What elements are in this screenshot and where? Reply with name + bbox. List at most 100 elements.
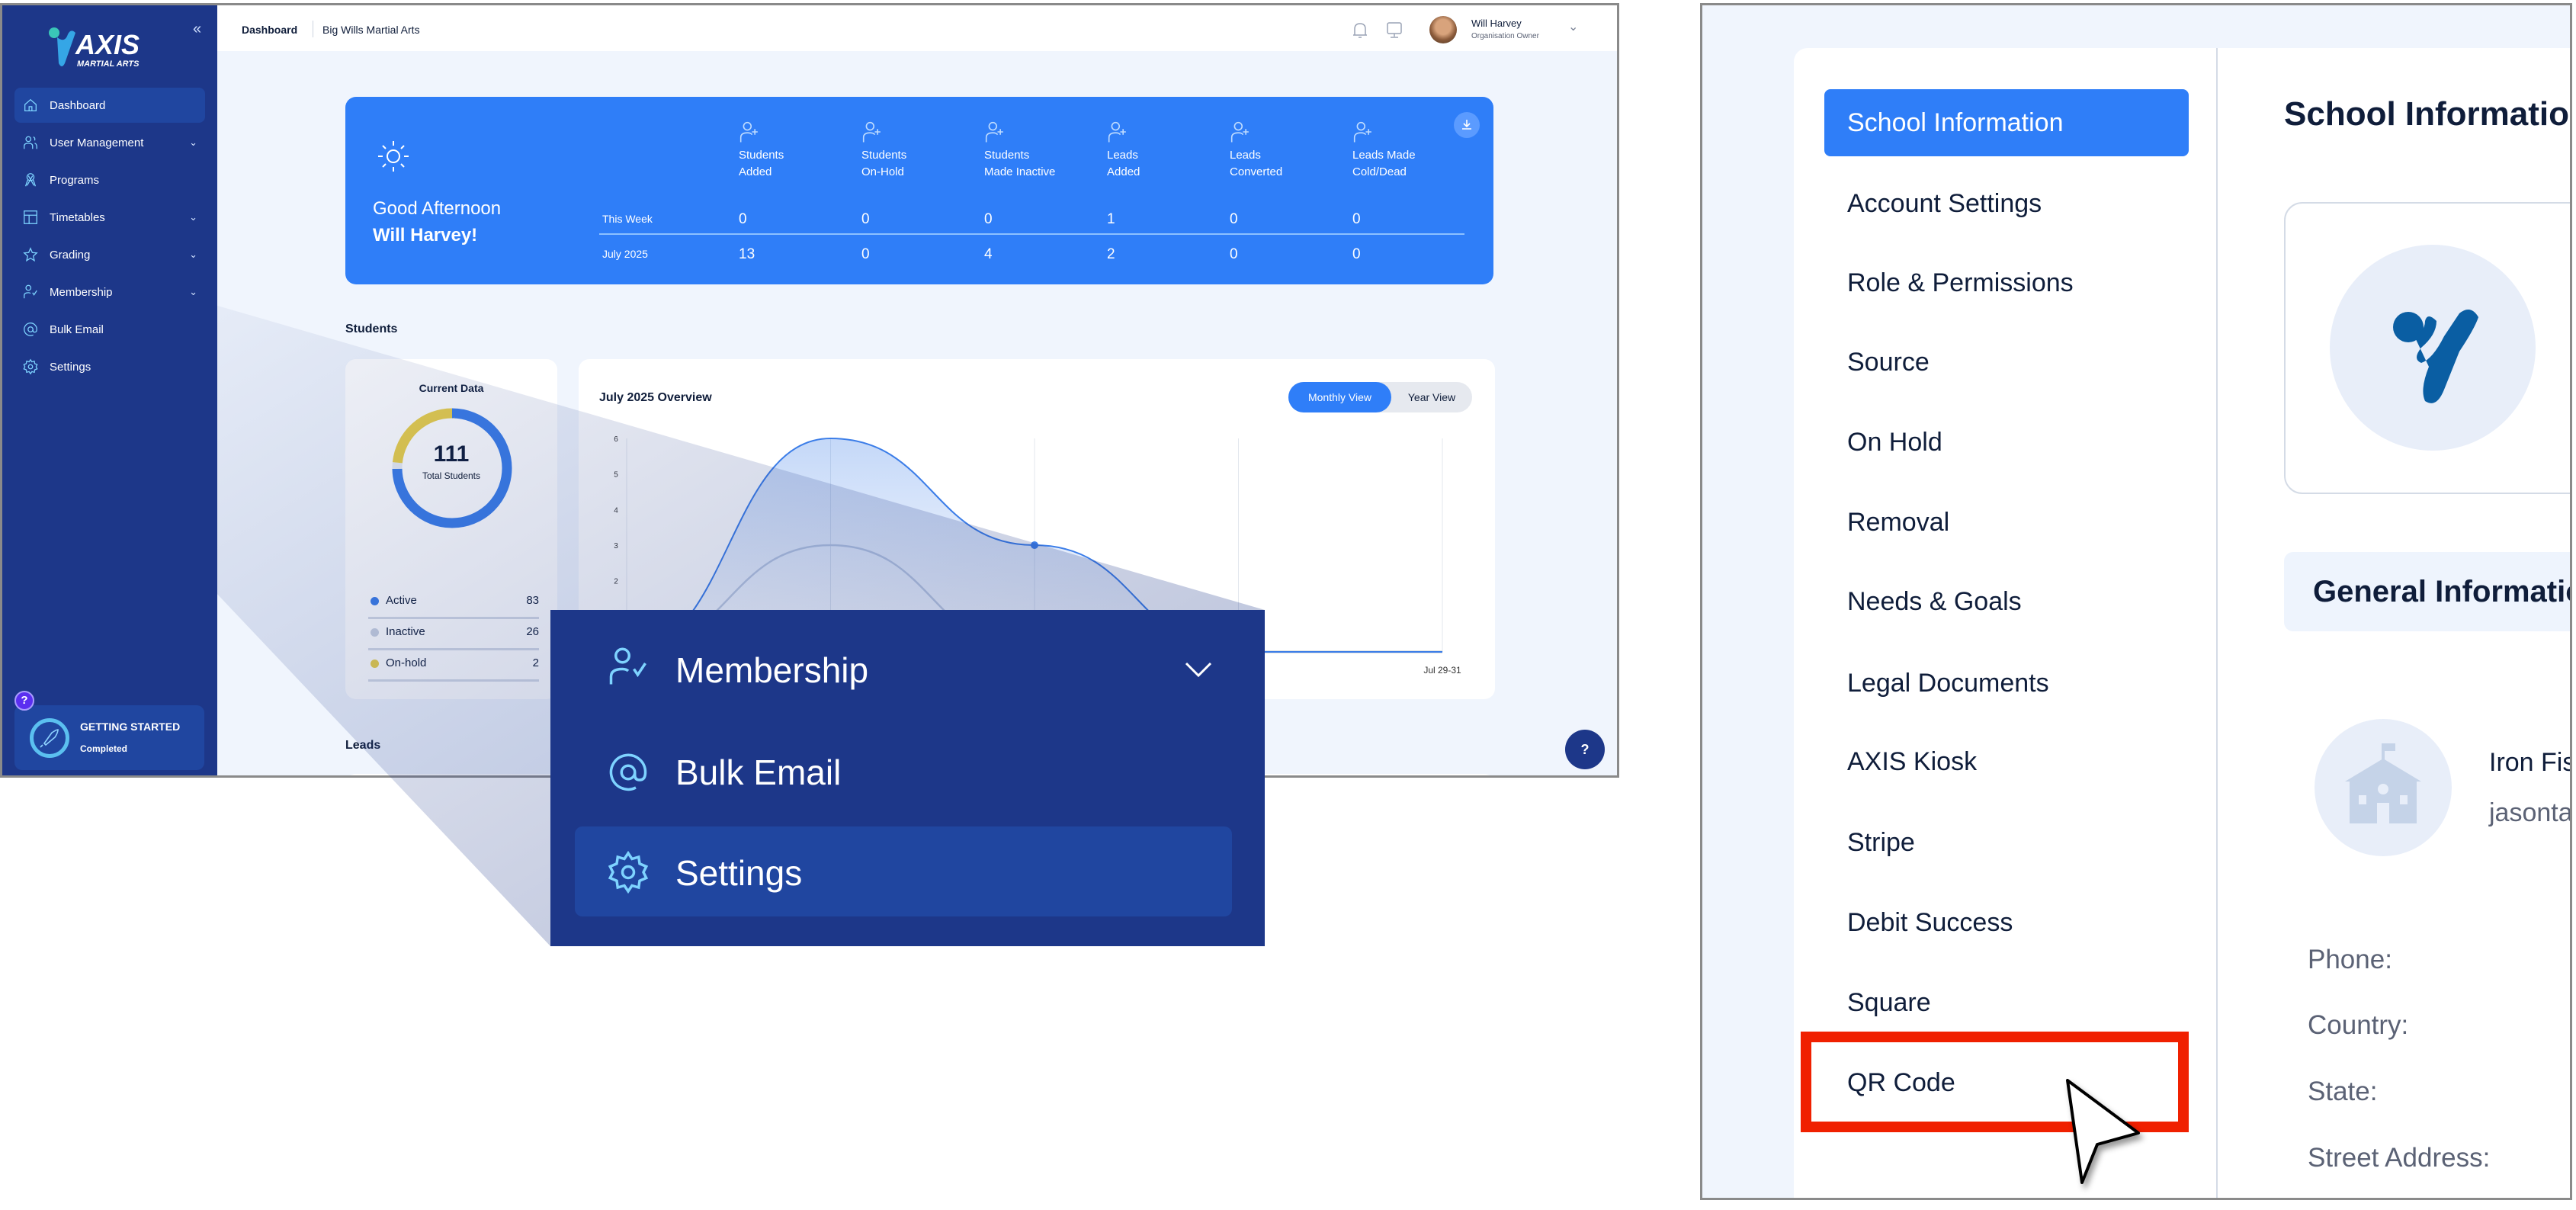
sidebar-item-label: Timetables — [50, 210, 105, 224]
help-button[interactable]: ? — [1565, 730, 1605, 769]
settings-menu-axis-kiosk[interactable]: AXIS Kiosk — [1824, 728, 2189, 795]
menu-label: Removal — [1847, 507, 1950, 537]
settings-window: School Information Account Settings Role &… — [1700, 3, 2572, 1200]
chevron-down-icon[interactable] — [1183, 659, 1214, 682]
general-info-title: General Information — [2313, 575, 2570, 608]
monitor-icon[interactable] — [1385, 21, 1403, 40]
download-button[interactable] — [1454, 112, 1480, 138]
greeting-line2: Will Harvey! — [373, 225, 478, 246]
school-name: Big Wills Martial Arts — [322, 24, 420, 36]
sidebar-item-label: Bulk Email — [50, 323, 104, 336]
stat-week-value: 0 — [739, 211, 747, 227]
sidebar-zoom-callout: Membership Bulk Email Settings — [550, 610, 1265, 946]
year-view-button[interactable]: Year View — [1407, 391, 1456, 403]
sidebar-item-label: Settings — [50, 360, 91, 374]
stat-week-value: 0 — [1352, 211, 1361, 227]
stat-month-value: 0 — [1230, 246, 1238, 262]
legend-dot — [371, 660, 379, 668]
total-students-value: 111 — [433, 441, 470, 467]
school-logo[interactable] — [2330, 245, 2536, 451]
settings-menu-school-information[interactable]: School Information — [1824, 89, 2189, 156]
collapse-sidebar-icon[interactable]: « — [193, 21, 202, 37]
monthly-view-button[interactable]: Monthly View — [1288, 382, 1391, 412]
stat-column: Students Made Inactive 0 4 — [984, 97, 1099, 280]
settings-menu-debit-success[interactable]: Debit Success — [1824, 889, 2189, 956]
stat-month-value: 2 — [1107, 246, 1115, 262]
user-stat-icon — [1108, 121, 1126, 143]
sidebar-item-programs[interactable]: Programs — [14, 162, 205, 197]
sidebar-item-bulk-email[interactable]: Bulk Email — [14, 312, 205, 347]
stat-month-value: 13 — [739, 246, 755, 262]
settings-menu-role-permissions[interactable]: Role & Permissions — [1824, 249, 2189, 316]
legend-row-active: Active 83 — [368, 588, 539, 619]
legend-label: Active — [386, 594, 417, 607]
sidebar-item-dashboard[interactable]: Dashboard — [14, 88, 205, 123]
y-tick-label: 5 — [614, 471, 618, 480]
mouse-cursor-icon — [2066, 1079, 2140, 1184]
stat-week-value: 0 — [1230, 211, 1238, 227]
chevron-down-icon: ⌄ — [189, 249, 197, 260]
stat-week-value: 0 — [861, 211, 870, 227]
settings-menu-square[interactable]: Square — [1824, 969, 2189, 1036]
user-stat-icon — [862, 121, 881, 143]
settings-menu-legal-documents[interactable]: Legal Documents — [1824, 650, 2189, 717]
row-label-week: This Week — [602, 213, 653, 225]
students-heading: Students — [345, 323, 398, 335]
view-toggle: Monthly View Year View — [1288, 382, 1472, 412]
callout-settings[interactable]: Settings — [675, 853, 803, 893]
settings-menu-on-hold[interactable]: On Hold — [1824, 409, 2189, 476]
breadcrumb[interactable]: Dashboard — [242, 24, 298, 36]
menu-label: AXIS Kiosk — [1847, 746, 1978, 776]
getting-started-title: GETTING STARTED — [80, 721, 181, 733]
callout-settings-highlight — [575, 826, 1232, 916]
sidebar-item-user-management[interactable]: User Management ⌄ — [14, 125, 205, 160]
ribbon-icon — [24, 173, 37, 187]
stat-week-value: 1 — [1107, 211, 1115, 227]
user-check-icon — [605, 644, 651, 690]
bell-icon[interactable] — [1352, 21, 1368, 40]
axis-logo: AXIS MARTIAL ARTS — [48, 27, 162, 76]
help-badge[interactable]: ? — [14, 691, 34, 711]
settings-menu-source[interactable]: Source — [1824, 329, 2189, 396]
sidebar-item-membership[interactable]: Membership ⌄ — [14, 274, 205, 310]
x-tick-label: Jul 29-31 — [1423, 665, 1461, 676]
avatar[interactable] — [1429, 16, 1457, 43]
y-tick-label: 3 — [614, 542, 618, 550]
settings-menu-account-settings[interactable]: Account Settings — [1824, 170, 2189, 237]
legend-value: 26 — [526, 625, 539, 638]
students-donut — [392, 408, 512, 528]
school-avatar — [2315, 719, 2452, 856]
settings-menu-removal[interactable]: Removal — [1824, 489, 2189, 556]
download-icon — [1462, 120, 1471, 130]
settings-menu-needs-goals[interactable]: Needs & Goals — [1824, 568, 2189, 635]
menu-label: Stripe — [1847, 827, 1915, 857]
total-students-label: Total Students — [422, 470, 481, 481]
sidebar-item-timetables[interactable]: Timetables ⌄ — [14, 200, 205, 235]
data-point-marker[interactable] — [1031, 541, 1038, 549]
user-stat-icon — [1353, 121, 1371, 143]
menu-label: School Information — [1847, 108, 2064, 137]
callout-membership[interactable]: Membership — [675, 650, 869, 690]
row-label-month: July 2025 — [602, 248, 648, 260]
settings-menu-stripe[interactable]: Stripe — [1824, 809, 2189, 876]
at-icon — [605, 749, 651, 795]
stat-column: Students On-Hold 0 0 — [861, 97, 976, 280]
top-header: Dashboard Big Wills Martial Arts Will Ha… — [217, 5, 1617, 51]
user-stat-icon — [1230, 121, 1249, 143]
y-tick-label: 4 — [614, 506, 618, 515]
callout-bulk-email[interactable]: Bulk Email — [675, 753, 842, 792]
user-menu-chevron-icon[interactable]: ⌄ — [1568, 21, 1579, 34]
users-icon — [24, 136, 37, 149]
stat-column: Students Added 0 13 — [739, 97, 853, 280]
school-building-icon — [2345, 743, 2421, 823]
country-label: Country: — [2308, 1010, 2409, 1040]
chevron-down-icon: ⌄ — [189, 136, 197, 148]
logo-card — [2284, 202, 2570, 494]
sidebar-item-settings[interactable]: Settings — [14, 349, 205, 384]
summary-card: Good Afternoon Will Harvey! This Week Ju… — [345, 97, 1493, 284]
getting-started-card[interactable]: GETTING STARTED Completed — [14, 705, 204, 770]
sun-icon — [378, 141, 409, 172]
settings-menu-qr-code[interactable]: QR Code — [1824, 1049, 2189, 1116]
menu-label: Source — [1847, 347, 1930, 377]
sidebar-item-grading[interactable]: Grading ⌄ — [14, 237, 205, 272]
